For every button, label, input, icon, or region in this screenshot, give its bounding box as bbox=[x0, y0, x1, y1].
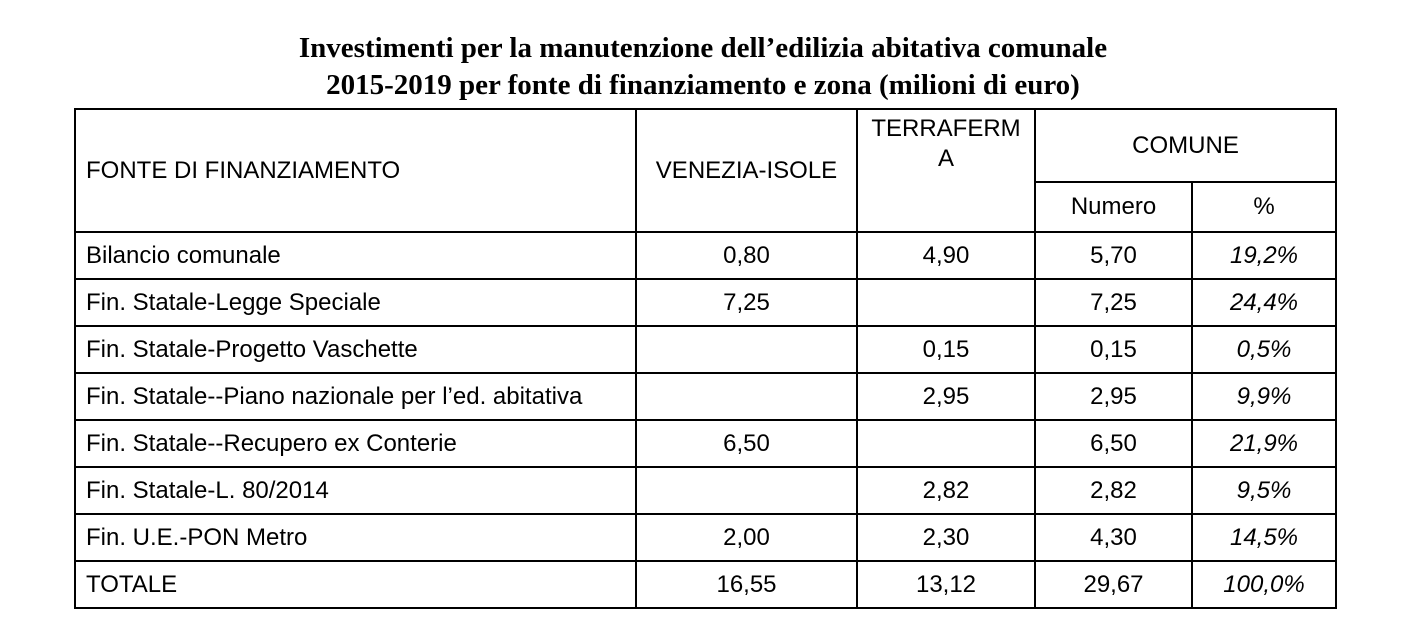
header-row-2: Numero % bbox=[75, 181, 1338, 233]
cell-percent: 19,2% bbox=[1190, 231, 1338, 280]
cell-numero: 2,82 bbox=[1034, 466, 1193, 515]
cell-terraferma bbox=[856, 278, 1036, 327]
cell-numero: 4,30 bbox=[1034, 513, 1193, 562]
cell-numero: 5,70 bbox=[1034, 231, 1193, 280]
cell-numero: 6,50 bbox=[1034, 419, 1193, 468]
header-terraferma-line-2: A bbox=[937, 145, 954, 172]
cell-percent: 0,5% bbox=[1190, 325, 1338, 374]
cell-fonte: TOTALE bbox=[74, 560, 637, 609]
title-line-1: Investimenti per la manutenzione dell’ed… bbox=[298, 32, 1108, 64]
header-numero: Numero bbox=[1034, 181, 1193, 233]
cell-percent: 100,0% bbox=[1190, 560, 1338, 609]
cell-terraferma: 2,82 bbox=[856, 466, 1036, 515]
cell-venezia bbox=[635, 372, 858, 421]
cell-venezia bbox=[635, 325, 858, 374]
cell-numero: 2,95 bbox=[1034, 372, 1193, 421]
cell-percent: 9,5% bbox=[1190, 466, 1338, 515]
header-venezia-isole: VENEZIA-ISOLE bbox=[635, 108, 858, 233]
table-row-total: TOTALE 16,55 13,12 29,67 100,0% bbox=[74, 560, 1338, 609]
cell-terraferma: 0,15 bbox=[856, 325, 1036, 374]
cell-venezia: 0,80 bbox=[635, 231, 858, 280]
cell-numero: 7,25 bbox=[1034, 278, 1193, 327]
table-row: Fin. Statale-Legge Speciale 7,25 7,25 24… bbox=[74, 278, 1338, 327]
table-row: Fin. U.E.-PON Metro 2,00 2,30 4,30 14,5% bbox=[74, 513, 1338, 562]
cell-percent: 14,5% bbox=[1190, 513, 1338, 562]
header-fonte: FONTE DI FINANZIAMENTO bbox=[74, 108, 637, 233]
cell-venezia: 2,00 bbox=[635, 513, 858, 562]
table-row: Fin. Statale-Progetto Vaschette 0,15 0,1… bbox=[74, 325, 1338, 374]
cell-terraferma: 2,95 bbox=[856, 372, 1036, 421]
cell-fonte: Fin. Statale-L. 80/2014 bbox=[74, 466, 637, 515]
cell-fonte: Fin. Statale--Piano nazionale per l’ed. … bbox=[74, 372, 637, 421]
cell-terraferma bbox=[856, 419, 1036, 468]
table-row: Bilancio comunale 0,80 4,90 5,70 19,2% bbox=[74, 231, 1338, 280]
cell-terraferma: 4,90 bbox=[856, 231, 1036, 280]
cell-venezia: 16,55 bbox=[635, 560, 858, 609]
document-title: Investimenti per la manutenzione dell’ed… bbox=[0, 30, 1406, 104]
table-row: Fin. Statale-L. 80/2014 2,82 2,82 9,5% bbox=[74, 466, 1338, 515]
investment-table: FONTE DI FINANZIAMENTO VENEZIA-ISOLE TER… bbox=[74, 108, 1338, 609]
header-row-1: FONTE DI FINANZIAMENTO VENEZIA-ISOLE TER… bbox=[74, 108, 1338, 233]
cell-numero: 0,15 bbox=[1034, 325, 1193, 374]
cell-venezia: 7,25 bbox=[635, 278, 858, 327]
cell-fonte: Fin. U.E.-PON Metro bbox=[74, 513, 637, 562]
cell-venezia bbox=[635, 466, 858, 515]
cell-percent: 9,9% bbox=[1190, 372, 1338, 421]
cell-terraferma: 13,12 bbox=[856, 560, 1036, 609]
cell-fonte: Fin. Statale-Progetto Vaschette bbox=[74, 325, 637, 374]
cell-percent: 24,4% bbox=[1190, 278, 1338, 327]
header-terraferma-line-1: TERRAFERM bbox=[871, 115, 1021, 142]
title-line-2: 2015-2019 per fonte di finanziamento e z… bbox=[326, 69, 1080, 101]
cell-venezia: 6,50 bbox=[635, 419, 858, 468]
cell-fonte: Fin. Statale-Legge Speciale bbox=[74, 278, 637, 327]
cell-fonte: Fin. Statale--Recupero ex Conterie bbox=[74, 419, 637, 468]
header-comune: COMUNE bbox=[1033, 108, 1338, 183]
table-row: Fin. Statale--Recupero ex Conterie 6,50 … bbox=[74, 419, 1338, 468]
cell-percent: 21,9% bbox=[1190, 419, 1338, 468]
header-percent: % bbox=[1190, 181, 1338, 233]
cell-fonte: Bilancio comunale bbox=[74, 231, 637, 280]
cell-numero: 29,67 bbox=[1034, 560, 1193, 609]
cell-terraferma: 2,30 bbox=[856, 513, 1036, 562]
table-row: Fin. Statale--Piano nazionale per l’ed. … bbox=[74, 372, 1338, 421]
header-terraferma: TERRAFERM A bbox=[856, 108, 1036, 233]
